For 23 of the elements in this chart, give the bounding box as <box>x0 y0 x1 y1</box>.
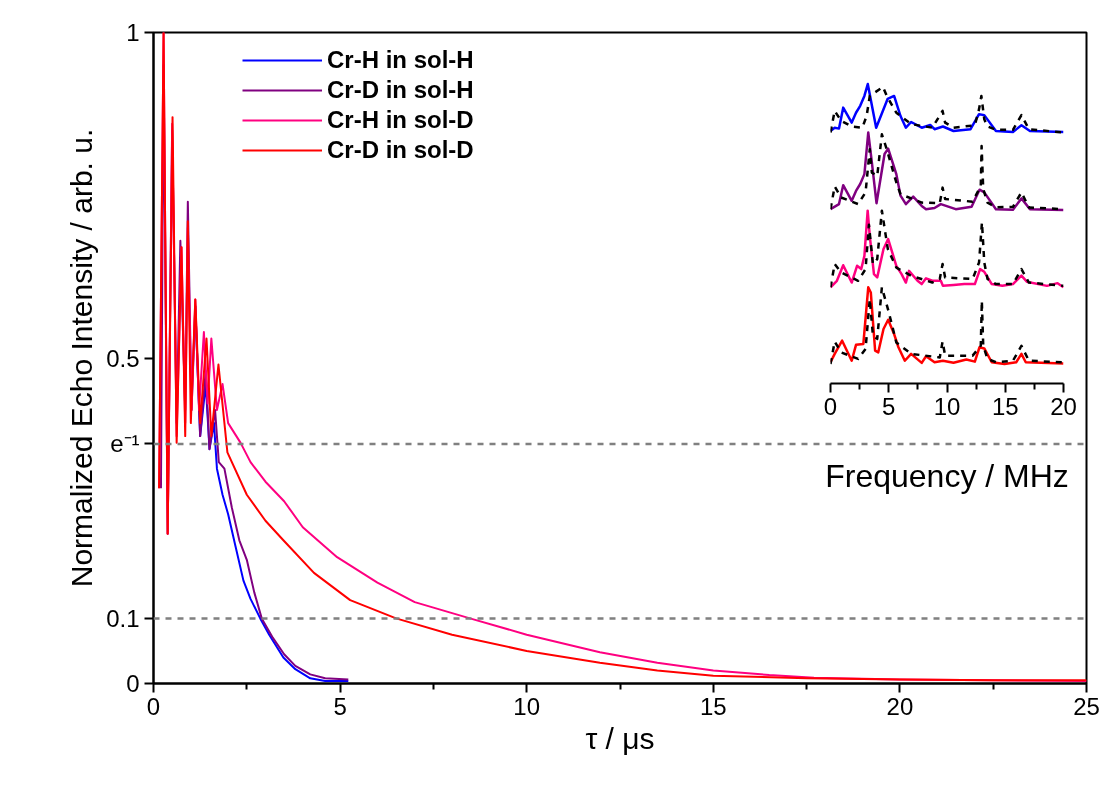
legend-label: Cr-H in sol-H <box>327 46 474 74</box>
x-tick-label: 15 <box>991 392 1019 420</box>
x-tick-label: 25 <box>1073 692 1100 720</box>
y-tick-label: e⁻¹ <box>110 430 140 458</box>
x-tick-label: 15 <box>699 692 727 720</box>
legend-label: Cr-H in sol-D <box>327 106 474 134</box>
x-tick-label: 20 <box>1050 392 1077 420</box>
x-tick-label: 5 <box>882 392 896 420</box>
y-axis-title: Normalized Echo Intensity / arb. u. <box>65 128 99 588</box>
x-tick-label: 0 <box>823 392 838 420</box>
x-tick-label: 0 <box>146 692 161 720</box>
x-axis-title: Frequency / MHz <box>825 457 1069 494</box>
legend-label: Cr-D in sol-D <box>327 136 474 164</box>
x-tick-label: 10 <box>513 692 541 720</box>
y-tick-label: 0.1 <box>106 604 140 632</box>
x-axis-title: τ / μs <box>585 721 655 755</box>
x-tick-label: 5 <box>333 692 347 720</box>
x-tick-label: 10 <box>933 392 961 420</box>
legend-label: Cr-D in sol-H <box>327 76 474 104</box>
y-tick-label: 0 <box>126 670 140 697</box>
x-tick-label: 20 <box>886 692 914 720</box>
y-tick-label: 0.5 <box>106 344 140 372</box>
y-tick-label: 1 <box>126 19 140 46</box>
